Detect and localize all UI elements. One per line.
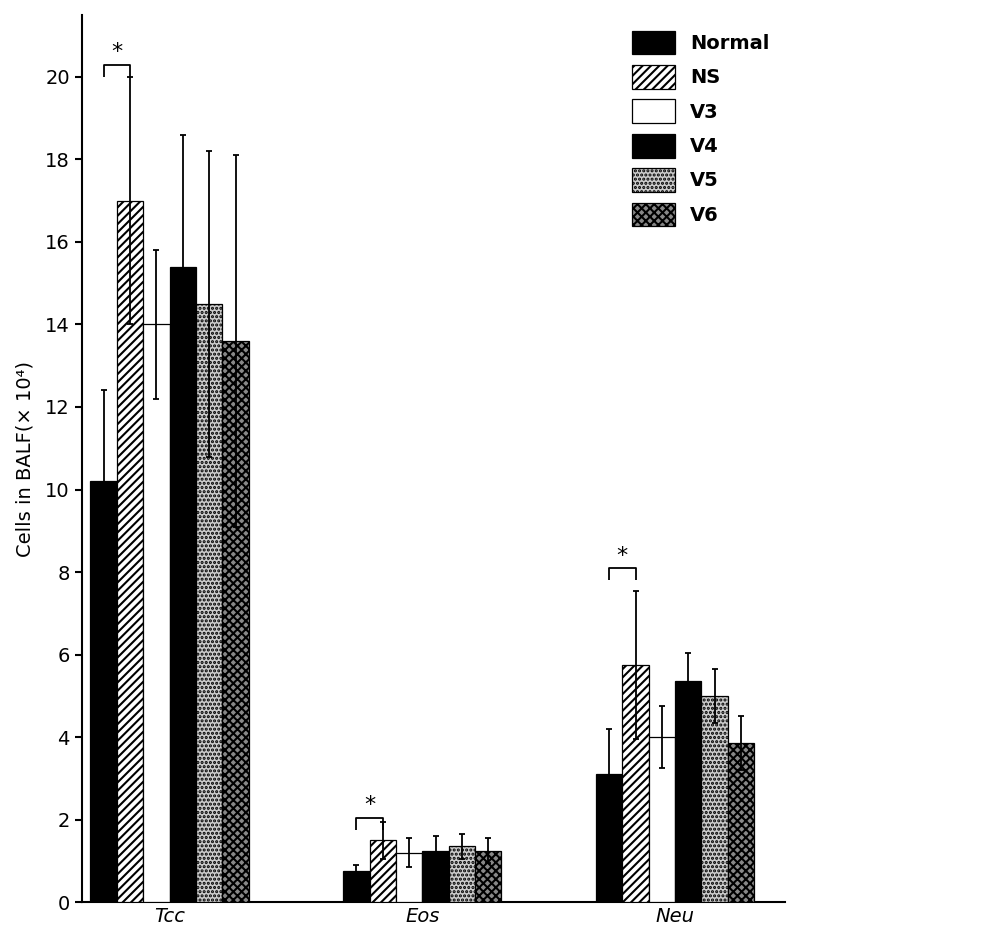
Bar: [701, 695, 728, 902]
Text: *: *: [617, 546, 628, 566]
Bar: [170, 266, 196, 902]
Bar: [196, 304, 222, 902]
Bar: [728, 743, 754, 902]
Bar: [475, 851, 501, 902]
Bar: [90, 481, 117, 902]
Y-axis label: Cells in BALF(× 10⁴): Cells in BALF(× 10⁴): [15, 360, 34, 556]
Text: *: *: [364, 795, 375, 816]
Bar: [117, 200, 143, 902]
Bar: [370, 840, 396, 902]
Bar: [143, 325, 170, 902]
Bar: [675, 681, 701, 902]
Legend: Normal, NS, V3, V4, V5, V6: Normal, NS, V3, V4, V5, V6: [626, 24, 775, 232]
Bar: [222, 341, 249, 902]
Bar: [343, 871, 370, 902]
Bar: [449, 847, 475, 902]
Bar: [622, 665, 649, 902]
Bar: [422, 851, 449, 902]
Bar: [396, 853, 422, 902]
Bar: [649, 737, 675, 902]
Bar: [596, 774, 622, 902]
Text: *: *: [111, 42, 122, 62]
